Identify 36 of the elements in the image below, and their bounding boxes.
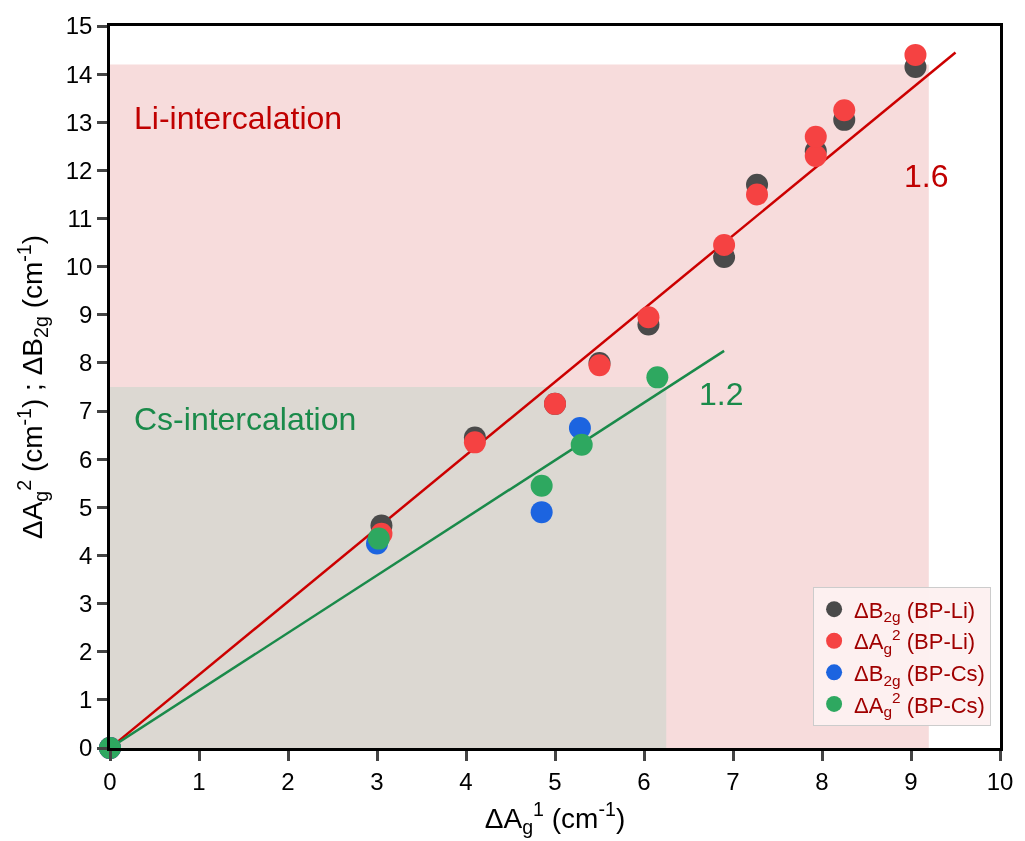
annotation: 1.6 xyxy=(904,158,949,194)
y-tick-label: 14 xyxy=(65,60,93,88)
x-tick-label: 10 xyxy=(986,767,1014,795)
y-tick-label: 5 xyxy=(79,493,93,521)
legend-label: ΔB$_{2g}$ (BP-Cs) xyxy=(854,660,985,689)
x-tick-label: 0 xyxy=(103,767,117,795)
y-tick-label: 8 xyxy=(79,349,93,377)
x-tick-label: 7 xyxy=(726,767,740,795)
x-axis-title: ΔA$_{g}$$^{1}$ (cm$^{-1}$) xyxy=(484,797,626,838)
x-tick-label: 1 xyxy=(192,767,206,795)
y-tick-label: 7 xyxy=(79,397,93,425)
y-tick-label: 11 xyxy=(67,204,93,232)
y-tick-label: 10 xyxy=(65,253,93,281)
y-tick-label: 3 xyxy=(79,590,93,617)
y-tick-label: 6 xyxy=(79,445,93,473)
y-tick-label: 9 xyxy=(79,301,93,329)
y-tick-label: 13 xyxy=(65,108,93,136)
legend-label: ΔA$_{g}$$^{2}$ (BP-Cs) xyxy=(854,689,985,721)
y-tick-label: 0 xyxy=(79,734,93,762)
y-tick-label: 15 xyxy=(65,12,93,40)
annotation: 1.2 xyxy=(699,376,744,412)
x-tick-label: 5 xyxy=(548,767,562,795)
x-tick-label: 3 xyxy=(370,767,384,795)
annotation: Li-intercalation xyxy=(134,100,343,136)
x-tick-label: 8 xyxy=(815,767,829,795)
x-tick-label: 4 xyxy=(459,767,473,795)
y-tick-label: 2 xyxy=(79,638,93,666)
legend-label: ΔB$_{2g}$ (BP-Li) xyxy=(854,597,976,626)
y-tick-label: 12 xyxy=(65,156,93,184)
x-tick-label: 9 xyxy=(904,767,918,795)
legend-label: ΔA$_{g}$$^{2}$ (BP-Li) xyxy=(854,626,976,657)
x-tick-label: 6 xyxy=(637,767,651,795)
annotation: Cs-intercalation xyxy=(134,401,357,437)
y-tick-label: 4 xyxy=(79,541,93,569)
x-tick-label: 2 xyxy=(281,767,295,795)
y-tick-label: 1 xyxy=(79,686,93,714)
